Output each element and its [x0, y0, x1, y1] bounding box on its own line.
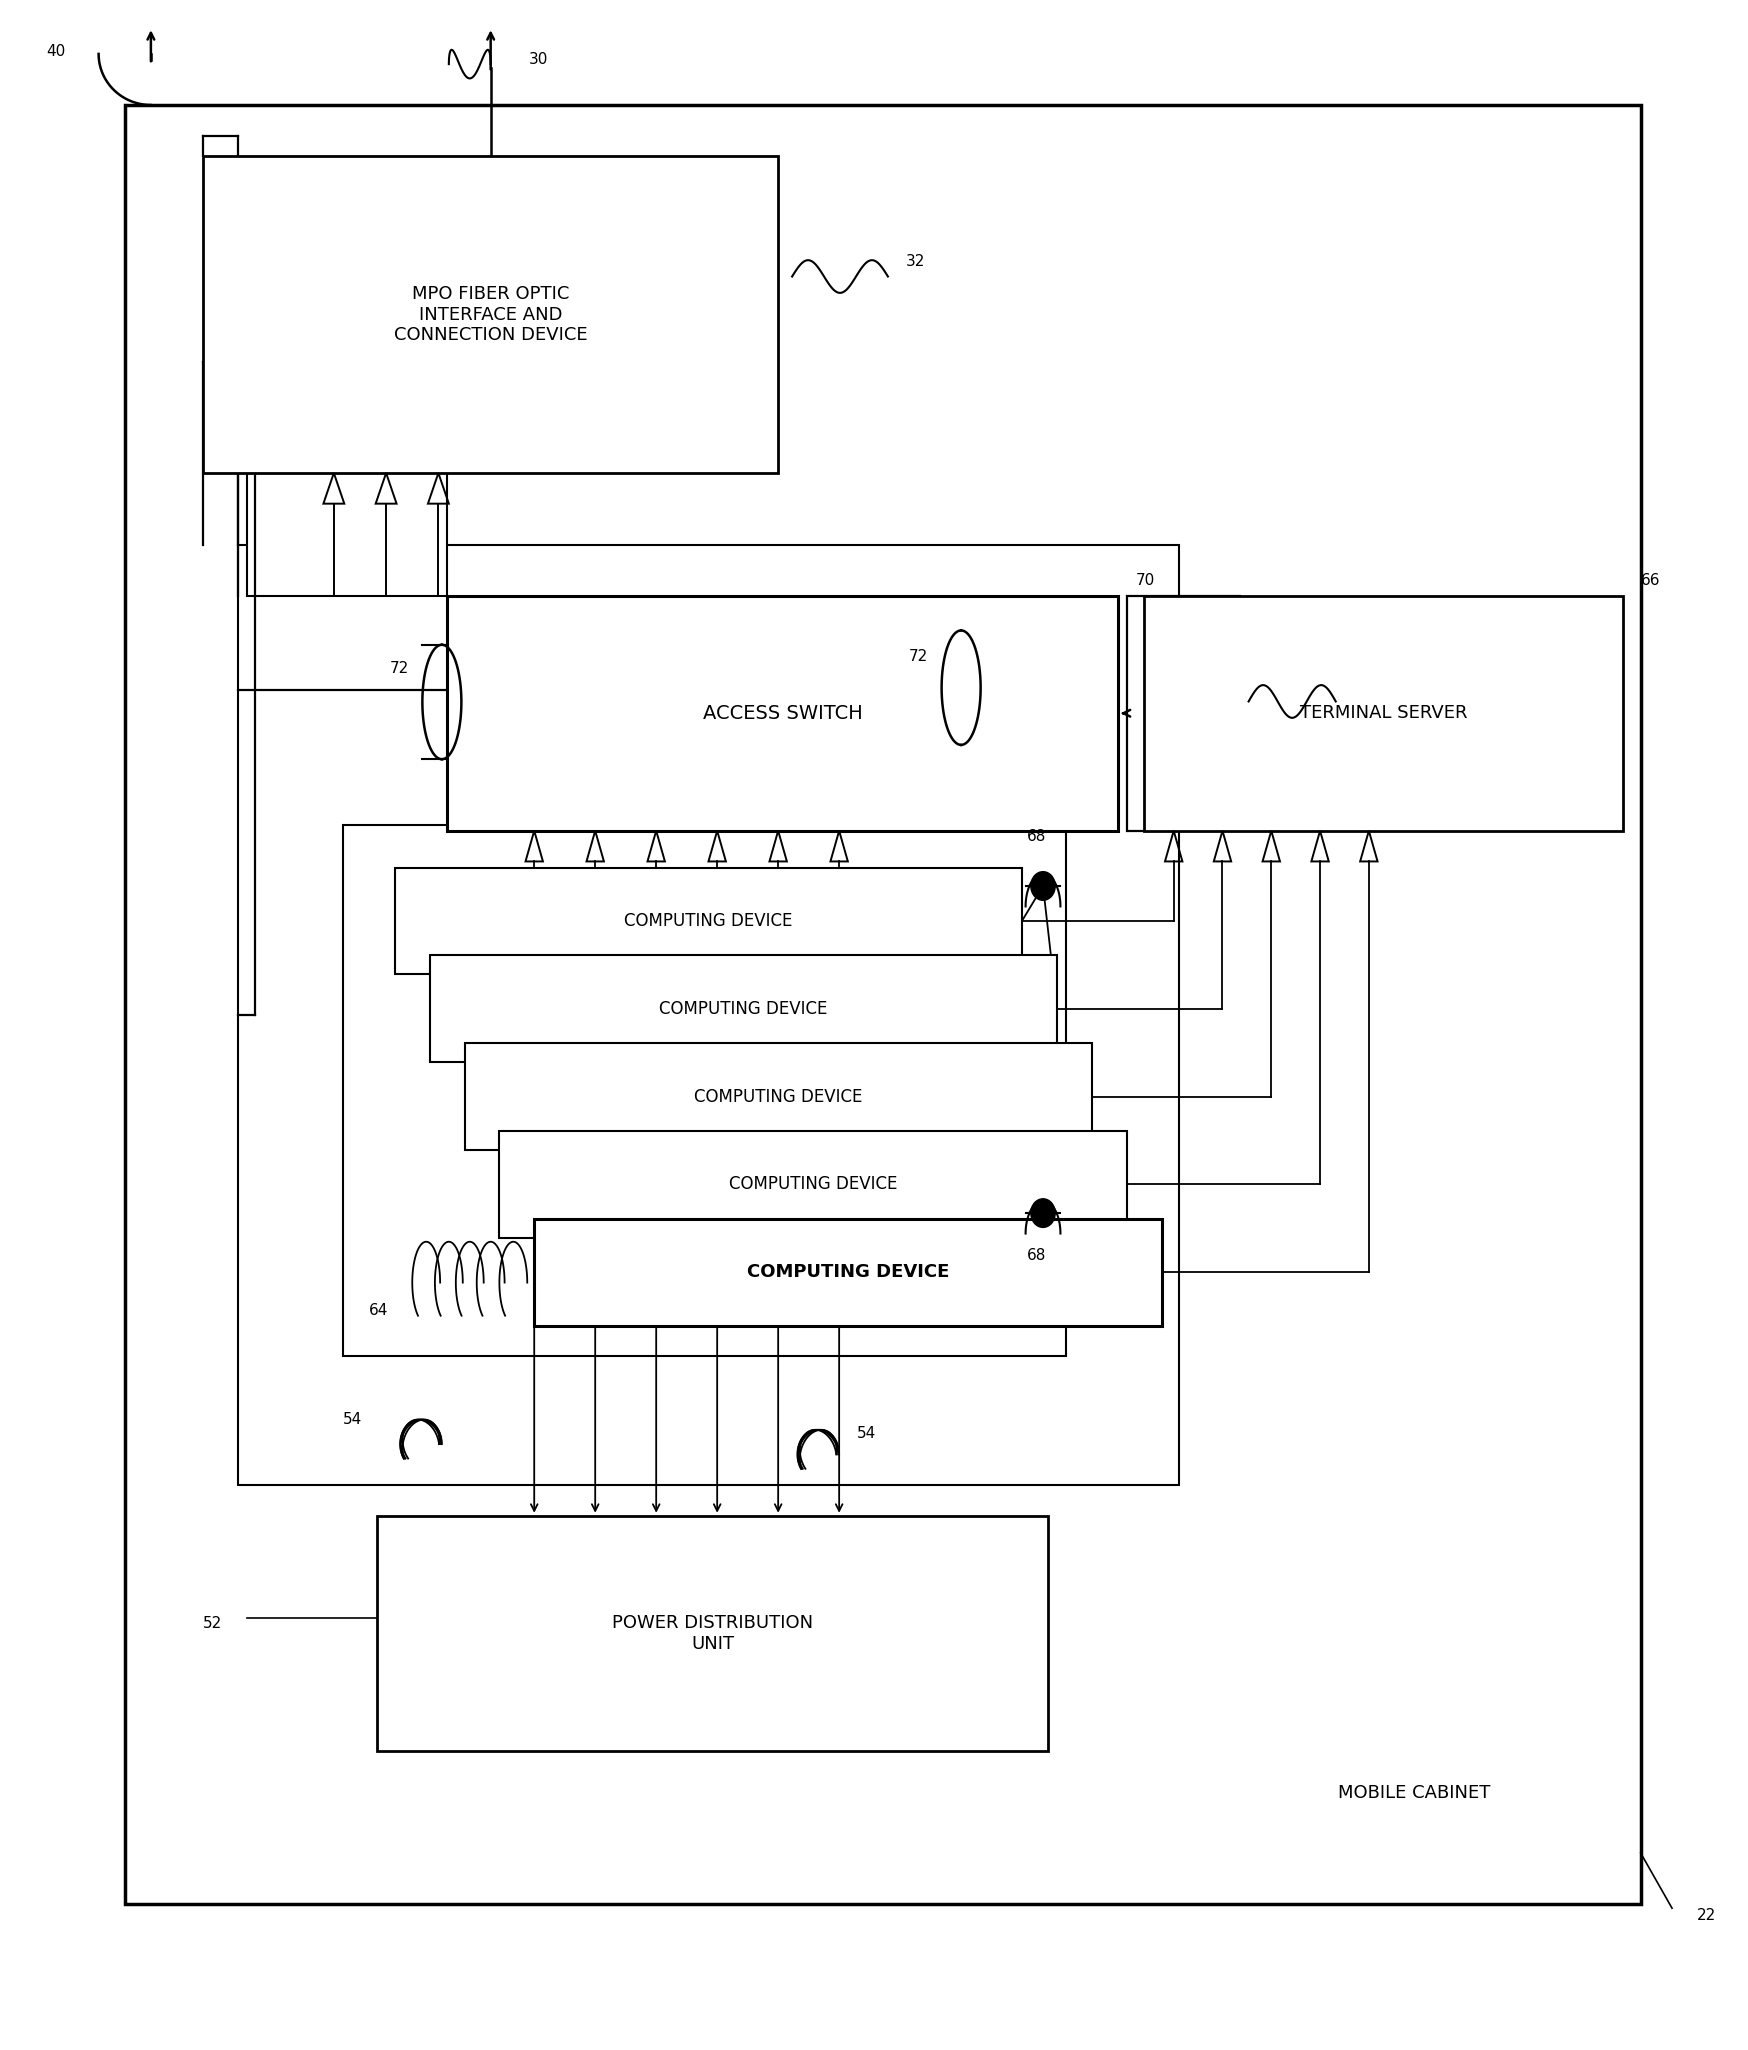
Circle shape	[1031, 1199, 1056, 1228]
Bar	[430, 955, 1058, 1062]
Text: 66: 66	[1641, 574, 1661, 588]
Text: TERMINAL SERVER: TERMINAL SERVER	[1301, 705, 1467, 722]
Text: 70: 70	[1136, 574, 1155, 588]
Text: 64: 64	[369, 1304, 388, 1318]
Circle shape	[1031, 871, 1056, 900]
Bar	[535, 1220, 1161, 1326]
Bar	[395, 867, 1023, 974]
Text: 40: 40	[47, 43, 66, 59]
Text: 72: 72	[1344, 679, 1363, 695]
Text: 68: 68	[1028, 1248, 1047, 1263]
Text: 52: 52	[203, 1615, 222, 1632]
Text: COMPUTING DEVICE: COMPUTING DEVICE	[659, 1000, 827, 1017]
Text: 54: 54	[343, 1412, 362, 1427]
Text: 72: 72	[390, 662, 409, 676]
Bar	[343, 824, 1066, 1357]
Bar	[124, 105, 1641, 1904]
Text: 32: 32	[905, 254, 925, 269]
Bar	[447, 597, 1119, 830]
Bar	[203, 156, 778, 474]
Text: COMPUTING DEVICE: COMPUTING DEVICE	[729, 1175, 897, 1193]
Bar	[500, 1132, 1127, 1238]
Bar	[378, 1515, 1049, 1751]
Text: COMPUTING DEVICE: COMPUTING DEVICE	[694, 1089, 862, 1105]
Text: MOBILE CABINET: MOBILE CABINET	[1337, 1784, 1491, 1802]
Text: COMPUTING DEVICE: COMPUTING DEVICE	[624, 912, 792, 931]
Text: COMPUTING DEVICE: COMPUTING DEVICE	[746, 1263, 949, 1281]
Bar	[465, 1043, 1092, 1150]
Text: 30: 30	[530, 51, 549, 68]
Bar	[1145, 597, 1624, 830]
Text: ACCESS SWITCH: ACCESS SWITCH	[703, 703, 862, 724]
Text: 72: 72	[909, 650, 928, 664]
Text: 22: 22	[1696, 1909, 1717, 1923]
Bar	[246, 474, 447, 597]
Bar	[238, 545, 1178, 1484]
Text: POWER DISTRIBUTION
UNIT: POWER DISTRIBUTION UNIT	[612, 1613, 813, 1652]
Text: 68: 68	[1028, 828, 1047, 845]
Bar	[1127, 597, 1239, 830]
Text: 54: 54	[857, 1427, 876, 1441]
Text: MPO FIBER OPTIC
INTERFACE AND
CONNECTION DEVICE: MPO FIBER OPTIC INTERFACE AND CONNECTION…	[393, 285, 587, 344]
